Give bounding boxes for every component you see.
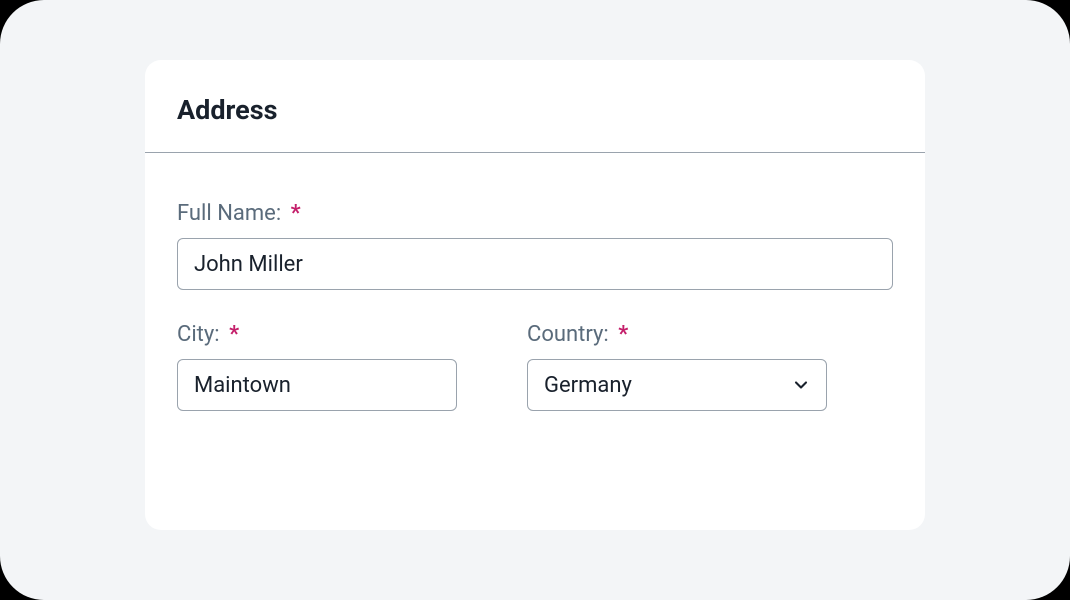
full-name-input[interactable] [177, 238, 893, 290]
required-marker: * [291, 201, 301, 226]
city-country-row: City: * Country: * Germany [177, 322, 893, 443]
country-label-text: Country: [527, 322, 609, 347]
field-city: City: * [177, 322, 457, 411]
field-full-name: Full Name: * [177, 201, 893, 290]
city-input[interactable] [177, 359, 457, 411]
city-label-text: City: [177, 322, 220, 347]
card-title: Address [177, 94, 893, 126]
full-name-label: Full Name: * [177, 201, 893, 226]
page-background: Address Full Name: * City: * [0, 0, 1070, 600]
city-label: City: * [177, 322, 457, 347]
card-body: Full Name: * City: * Country: * [145, 153, 925, 475]
address-card: Address Full Name: * City: * [145, 60, 925, 530]
country-label: Country: * [527, 322, 827, 347]
required-marker: * [229, 322, 239, 347]
country-select[interactable]: Germany [527, 359, 827, 411]
full-name-label-text: Full Name: [177, 201, 281, 226]
country-select-wrapper: Germany [527, 359, 827, 411]
card-header: Address [145, 60, 925, 153]
field-country: Country: * Germany [527, 322, 827, 411]
required-marker: * [618, 322, 628, 347]
